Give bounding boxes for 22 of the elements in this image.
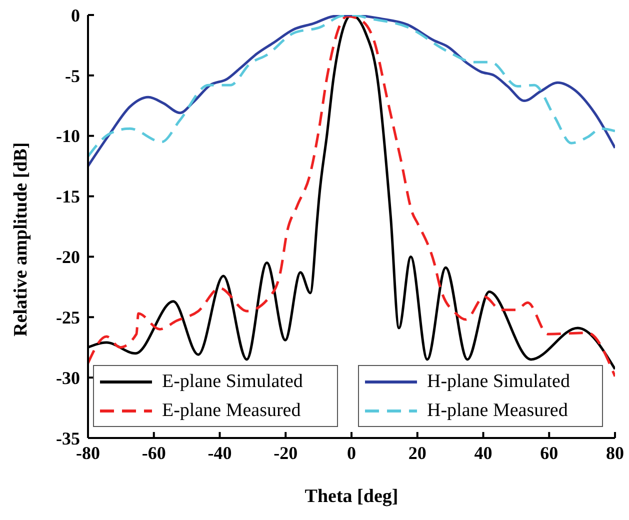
legend-label: E-plane Measured — [162, 399, 301, 423]
x-tick-label: 0 — [347, 442, 356, 463]
y-tick-label: 0 — [71, 5, 80, 26]
legend-label: E-plane Simulated — [162, 370, 303, 394]
legend-label: H-plane Simulated — [427, 370, 570, 394]
x-tick-label: 80 — [606, 442, 624, 463]
y-tick-label: -10 — [56, 126, 80, 146]
x-tick-label: 40 — [474, 442, 492, 463]
y-tick-label: -35 — [56, 428, 80, 448]
x-tick-label: -20 — [274, 442, 298, 463]
y-tick-label: -25 — [56, 308, 80, 328]
y-tick-label: -5 — [65, 66, 80, 86]
x-tick-label: 20 — [408, 442, 426, 463]
x-axis-title: Theta [deg] — [304, 486, 398, 507]
y-tick-label: -20 — [56, 247, 80, 268]
x-tick-label: -40 — [208, 442, 232, 463]
y-tick-label: -15 — [56, 186, 80, 207]
y-tick-label: -30 — [56, 368, 80, 388]
x-tick-label: -60 — [142, 442, 166, 463]
x-tick-label: 60 — [540, 442, 558, 463]
legend-label: H-plane Measured — [427, 399, 568, 423]
y-axis-title: Relative amplitude [dB] — [10, 142, 32, 336]
